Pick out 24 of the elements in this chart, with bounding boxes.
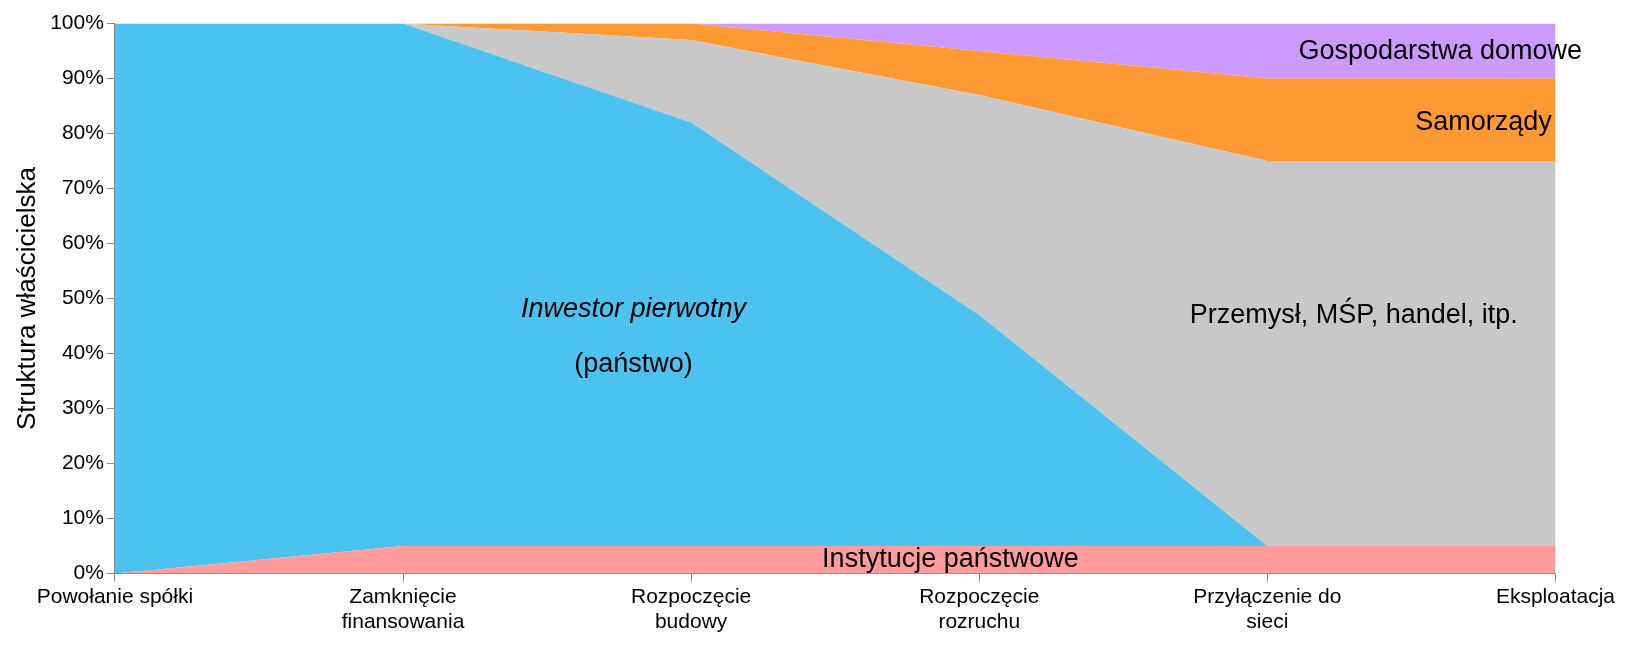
y-tick-label: 50% — [61, 285, 104, 309]
y-axis-title: Struktura właścicielska — [10, 166, 41, 431]
series-label: Samorządy — [1415, 106, 1553, 137]
y-tick-label: 30% — [61, 395, 104, 419]
x-tick-label: Rozpoczęcie rozruchu — [919, 584, 1040, 633]
y-tick-label: 60% — [61, 230, 104, 254]
y-tick-label: 70% — [61, 175, 104, 199]
y-tick-label: 0% — [73, 560, 104, 584]
x-tick-label: Przyłączenie do sieci — [1193, 584, 1342, 633]
x-tick-label: Zamknięcie finansowania — [341, 584, 465, 633]
y-tick-label: 10% — [61, 505, 104, 529]
y-tick-label: 80% — [61, 120, 104, 144]
y-tick-label: 40% — [61, 340, 104, 364]
y-tick-label: 90% — [61, 65, 104, 89]
x-tick-label: Powołanie spółki — [36, 584, 194, 607]
annotation: (państwo) — [574, 348, 693, 379]
series-label: Gospodarstwa domowe — [1298, 34, 1583, 65]
y-tick-label: 20% — [61, 450, 104, 474]
y-tick-label: 100% — [50, 10, 104, 34]
x-tick-label: Rozpoczęcie budowy — [631, 584, 752, 633]
series-label: Przemysł, MŚP, handel, itp. — [1189, 296, 1518, 329]
x-tick-label: Eksploatacja — [1495, 584, 1616, 607]
series-label: Instytucje państwowe — [822, 543, 1079, 574]
series-label: Inwestor pierwotny — [520, 293, 748, 324]
